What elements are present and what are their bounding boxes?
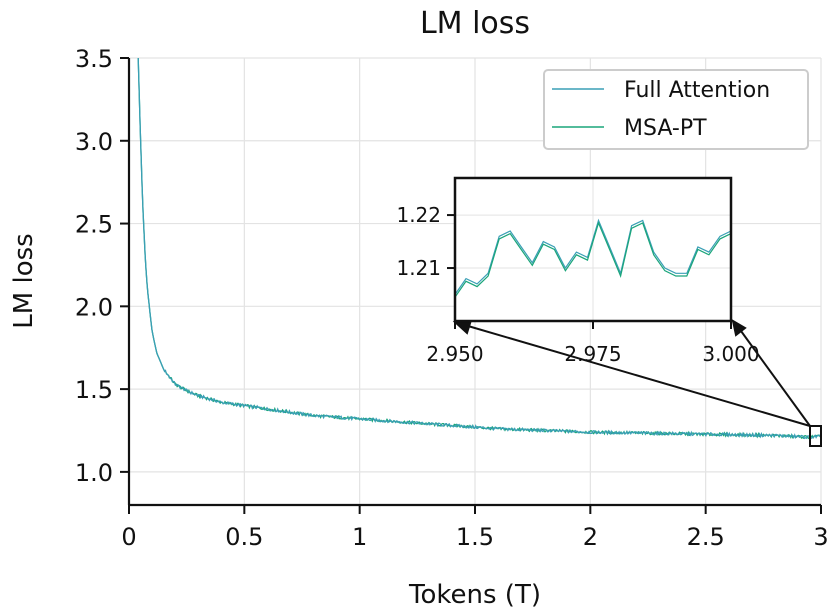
legend-label-full-attention: Full Attention xyxy=(624,78,770,103)
inset-series-line-1 xyxy=(454,221,732,298)
zoom-arrow-right xyxy=(740,330,811,427)
inset-series xyxy=(454,218,732,298)
x-tick-label: 0 xyxy=(121,523,136,551)
y-tick-label: 1.5 xyxy=(75,376,113,404)
legend-label-msa-pt: MSA-PT xyxy=(624,116,707,141)
zoom-inset: 2.950 2.975 3.000 1.21 1.22 xyxy=(396,176,760,366)
x-tick-label: 1 xyxy=(352,523,367,551)
y-tick-label: 2.5 xyxy=(75,211,113,239)
y-tick-label: 3.5 xyxy=(75,45,113,73)
inset-y-tick-label: 1.22 xyxy=(396,203,441,227)
inset-x-tick-label: 2.950 xyxy=(426,342,483,366)
y-tick-label: 3.0 xyxy=(75,128,113,156)
legend: Full Attention MSA-PT xyxy=(543,69,809,150)
inset-series-line-0 xyxy=(454,218,732,295)
inset-x-tick-label: 3.000 xyxy=(702,342,759,366)
ticks: 0 0.5 1 1.5 2 2.5 3 1.0 1.5 2.0 2.5 3.0 3.5 xyxy=(75,45,829,551)
zoom-region-box xyxy=(809,425,822,447)
y-tick-label: 1.0 xyxy=(75,459,113,487)
inset-y-tick-label: 1.21 xyxy=(396,256,441,280)
zoom-arrows xyxy=(452,318,811,427)
x-tick-label: 1.5 xyxy=(456,523,494,551)
legend-box xyxy=(543,69,809,150)
zoom-arrow-left xyxy=(467,325,811,427)
x-tick-label: 3 xyxy=(813,523,828,551)
x-tick-label: 0.5 xyxy=(225,523,263,551)
y-tick-label: 2.0 xyxy=(75,293,113,321)
zoom-arrow-right-head xyxy=(731,318,747,337)
y-axis-label: LM loss xyxy=(9,233,39,328)
inset-x-tick-label: 2.975 xyxy=(564,342,621,366)
x-axis-label: Tokens (T) xyxy=(408,580,541,610)
series-line-0 xyxy=(137,57,822,440)
x-tick-label: 2.5 xyxy=(687,523,725,551)
main-series xyxy=(137,57,822,440)
inset-ticks: 2.950 2.975 3.000 1.21 1.22 xyxy=(396,203,759,366)
x-tick-label: 2 xyxy=(583,523,598,551)
chart-title: LM loss xyxy=(420,6,530,41)
